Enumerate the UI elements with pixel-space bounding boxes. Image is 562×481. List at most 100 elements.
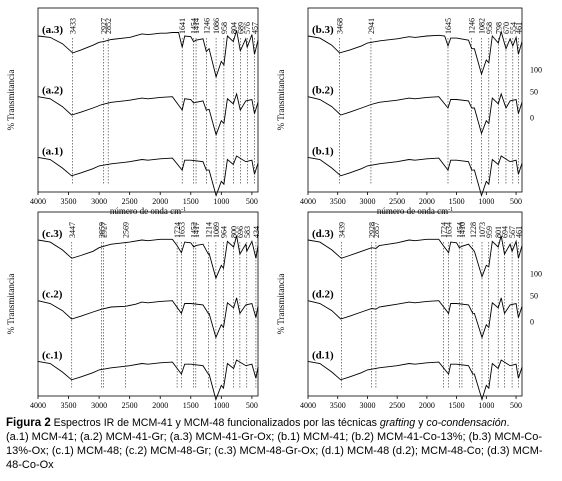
peak-annotation: 1228 bbox=[469, 222, 478, 238]
x-tick-label: 3000 bbox=[91, 401, 107, 410]
peak-annotation: 457 bbox=[251, 22, 260, 34]
spectrum-line-a-3 bbox=[37, 155, 259, 197]
x-tick-label: 1000 bbox=[478, 197, 494, 206]
peak-annotation: 689 bbox=[236, 22, 245, 34]
plot-frame bbox=[307, 7, 523, 193]
spectrum-line-a-2 bbox=[37, 92, 259, 137]
x-tick-label: 2000 bbox=[152, 401, 168, 410]
x-tick-label: 1500 bbox=[449, 401, 465, 410]
peak-annotation: 1082 bbox=[477, 18, 486, 34]
x-tick-label: 3500 bbox=[61, 197, 77, 206]
peak-annotation: 1653 bbox=[177, 222, 186, 238]
series-label: (b.1) bbox=[312, 145, 334, 157]
peak-annotation: 1086 bbox=[212, 18, 221, 34]
x-tick-label: 2000 bbox=[419, 197, 435, 206]
peak-annotation: 2569 bbox=[121, 222, 130, 238]
x-tick-label: 3500 bbox=[330, 197, 346, 206]
x-tick-label: 4000 bbox=[30, 401, 46, 410]
peak-annotation: 800 bbox=[230, 226, 239, 238]
peak-annotation: 1073 bbox=[478, 222, 487, 238]
series-label: (c.2) bbox=[42, 289, 63, 301]
peak-annotation: 958 bbox=[220, 22, 229, 34]
peak-annotation: 461 bbox=[514, 22, 523, 34]
spectrum-line-d-3 bbox=[307, 359, 523, 402]
y-tick-label: 0 bbox=[530, 114, 534, 123]
series-label: (d.3) bbox=[312, 228, 334, 240]
peak-annotation: 554 bbox=[509, 22, 518, 34]
peak-annotation: 1214 bbox=[204, 222, 213, 238]
series-label: (b.2) bbox=[312, 85, 334, 97]
x-tick-label: 500 bbox=[246, 197, 258, 206]
peak-annotation: 1089 bbox=[212, 222, 221, 238]
peak-annotation: 583 bbox=[243, 226, 252, 238]
x-tick-label: 3000 bbox=[91, 197, 107, 206]
spectrum-line-d-2 bbox=[307, 297, 523, 339]
spectrum-line-c-2 bbox=[37, 297, 259, 339]
spectrum-line-c-1 bbox=[37, 235, 259, 280]
peak-annotation: 461 bbox=[514, 226, 523, 238]
peak-annotation: 1724 bbox=[173, 222, 182, 238]
peak-annotation: 801 bbox=[494, 226, 503, 238]
peak-annotation: 434 bbox=[252, 226, 261, 238]
peak-annotation: 696 bbox=[236, 226, 245, 238]
peak-annotation: 2959 bbox=[98, 222, 107, 238]
peak-annotation: 567 bbox=[508, 226, 517, 238]
spectrum-line-d-1 bbox=[307, 235, 523, 279]
x-tick-label: 2500 bbox=[389, 401, 405, 410]
y-tick-label: 100 bbox=[530, 66, 542, 75]
peak-annotation: 2852 bbox=[104, 18, 113, 34]
x-tick-label: 2500 bbox=[389, 197, 405, 206]
peak-annotation: 1634 bbox=[445, 222, 454, 238]
caption-em-grafting: grafting bbox=[379, 417, 416, 429]
peak-annotation: 1410 bbox=[458, 222, 467, 238]
peak-annotation: 1417 bbox=[192, 222, 201, 238]
x-tick-label: 1500 bbox=[183, 197, 199, 206]
peak-annotation: 804 bbox=[229, 22, 238, 34]
peak-annotation: 1645 bbox=[444, 18, 453, 34]
peak-annotation: 3468 bbox=[336, 18, 345, 34]
caption-text-mid: y bbox=[415, 417, 427, 429]
x-tick-label: 1000 bbox=[478, 401, 494, 410]
peak-annotation: 798 bbox=[494, 22, 503, 34]
peak-annotation: 1452 bbox=[190, 222, 199, 238]
series-label: (a.2) bbox=[42, 85, 63, 97]
peak-annotation: 3433 bbox=[69, 18, 78, 34]
x-tick-label: 500 bbox=[510, 401, 522, 410]
peak-annotation: 959 bbox=[485, 226, 494, 238]
series-label: (c.3) bbox=[42, 228, 63, 240]
x-tick-label: 4000 bbox=[30, 197, 46, 206]
x-axis-label-superscript: -1 bbox=[181, 207, 186, 213]
spectrum-line-b-2 bbox=[307, 92, 523, 135]
peak-annotation: 576 bbox=[243, 22, 252, 34]
x-tick-label: 2000 bbox=[419, 401, 435, 410]
caption-legend-text: (a.1) MCM-41; (a.2) MCM-41-Gr; (a.3) MCM… bbox=[6, 431, 543, 471]
peak-annotation: 670 bbox=[502, 22, 511, 34]
peak-annotation: 1454 bbox=[455, 222, 464, 238]
x-tick-label: 3000 bbox=[359, 401, 375, 410]
y-tick-label: 0 bbox=[530, 318, 534, 327]
peak-annotation: 3447 bbox=[68, 222, 77, 238]
x-tick-label: 1000 bbox=[213, 401, 229, 410]
y-tick-label: 100 bbox=[530, 270, 542, 279]
x-tick-label: 1500 bbox=[183, 401, 199, 410]
spectrum-line-b-1 bbox=[307, 29, 523, 76]
x-tick-label: 3000 bbox=[359, 197, 375, 206]
x-tick-label: 3500 bbox=[61, 401, 77, 410]
peak-annotation: 2857 bbox=[372, 222, 381, 238]
series-label: (a.3) bbox=[42, 24, 63, 36]
caption-title-line: Figura 2 Espectros IR de MCM-41 y MCM-48… bbox=[6, 416, 556, 430]
x-tick-label: 500 bbox=[246, 401, 258, 410]
peak-annotation: 1724 bbox=[439, 222, 448, 238]
y-axis-label: % Transmitancia bbox=[276, 274, 286, 335]
x-tick-label: 4000 bbox=[300, 401, 316, 410]
spectrum-line-a-1 bbox=[37, 30, 259, 79]
caption-text-after: . bbox=[506, 417, 510, 429]
x-tick-label: 2500 bbox=[122, 197, 138, 206]
x-tick-label: 1500 bbox=[449, 197, 465, 206]
x-tick-label: 3500 bbox=[330, 401, 346, 410]
x-axis-label-superscript: -1 bbox=[448, 207, 453, 213]
